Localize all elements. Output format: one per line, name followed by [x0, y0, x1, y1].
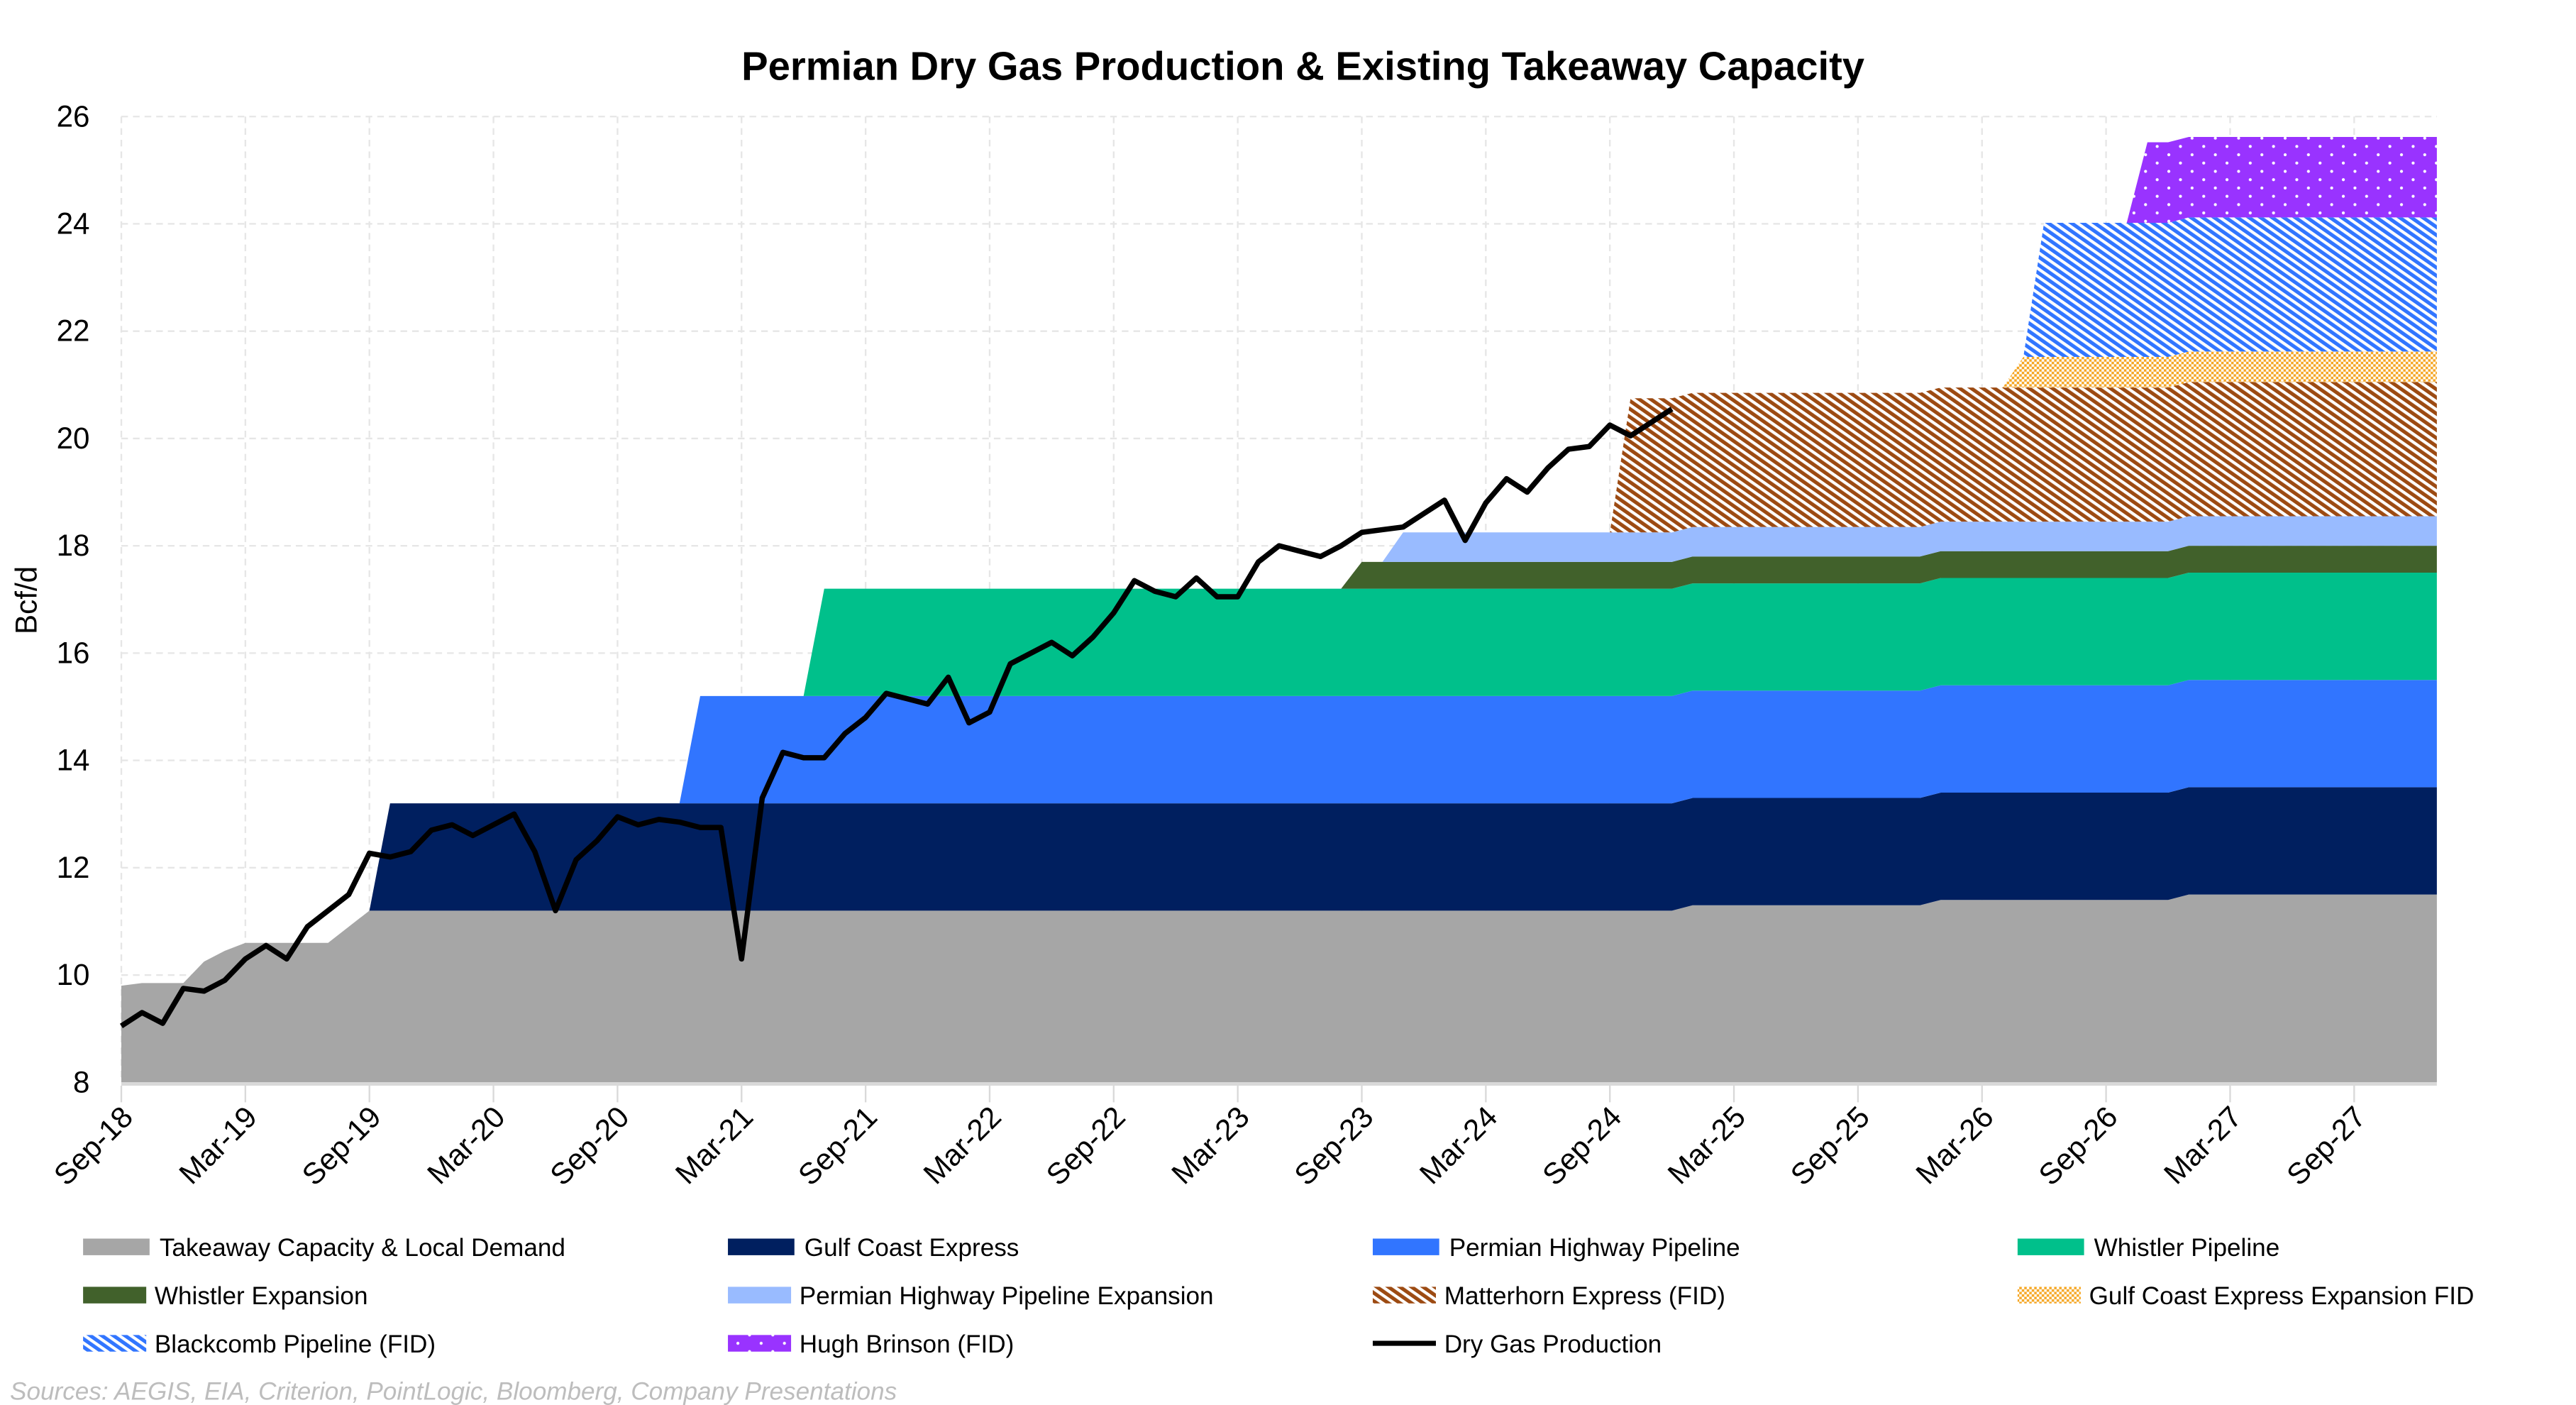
legend-item-gulf-coast-express-expansion-fid: Gulf Coast Express Expansion FID: [2017, 1282, 2475, 1310]
legend-swatch: [2017, 1286, 2081, 1304]
area-gulf-coast-express: [369, 787, 2437, 911]
legend-item-hugh-brinson-fid: Hugh Brinson (FID): [728, 1330, 1014, 1358]
area-hugh-brinson-fid: [2126, 136, 2437, 223]
legend-label: Takeaway Capacity & Local Demand: [160, 1234, 565, 1262]
x-tick-label: Mar-23: [1165, 1100, 1256, 1191]
legend-item-matterhorn-express-fid: Matterhorn Express (FID): [1372, 1282, 1725, 1310]
legend-label: Matterhorn Express (FID): [1444, 1282, 1725, 1310]
legend-item-whistler-expansion: Whistler Expansion: [83, 1282, 368, 1310]
x-tick-label: Sep-23: [1288, 1100, 1379, 1191]
legend-item-permian-highway-pipeline-expansion: Permian Highway Pipeline Expansion: [728, 1282, 1214, 1310]
x-tick-label: Sep-22: [1040, 1100, 1132, 1191]
x-tick-label: Mar-26: [1909, 1100, 2000, 1191]
source-note: Sources: AEGIS, EIA, Criterion, PointLog…: [10, 1378, 897, 1405]
legend-label: Dry Gas Production: [1444, 1330, 1662, 1358]
area-whistler-pipeline: [803, 572, 2437, 696]
y-tick-label: 8: [73, 1065, 89, 1098]
legend-swatch: [1372, 1238, 1439, 1255]
y-tick-label: 24: [57, 207, 90, 241]
x-tick-label: Sep-20: [543, 1100, 635, 1191]
legend-item-blackcomb-pipeline-fid: Blackcomb Pipeline (FID): [83, 1330, 436, 1358]
y-tick-label: 18: [57, 529, 90, 562]
legend-swatch: [83, 1286, 147, 1304]
legend-item-permian-highway-pipeline: Permian Highway Pipeline: [1372, 1234, 1740, 1262]
legend-label: Blackcomb Pipeline (FID): [155, 1330, 436, 1358]
legend-label: Permian Highway Pipeline Expansion: [800, 1282, 1214, 1310]
capacity-areas: [121, 136, 2437, 1083]
y-axis-label: Bcf/d: [10, 566, 43, 634]
legend-label: Gulf Coast Express: [805, 1234, 1019, 1262]
area-whistler-expansion: [1341, 546, 2437, 589]
area-permian-highway-pipeline-expansion: [1382, 516, 2437, 562]
area-gulf-coast-express-expansion-fid: [2002, 351, 2437, 388]
y-tick-label: 12: [57, 851, 90, 884]
y-tick-label: 22: [57, 314, 90, 348]
x-tick-label: Mar-22: [917, 1100, 1007, 1191]
chart-title: Permian Dry Gas Production & Existing Ta…: [741, 44, 1864, 89]
area-blackcomb-pipeline-fid: [2023, 217, 2437, 357]
legend-label: Gulf Coast Express Expansion FID: [2089, 1282, 2475, 1310]
legend-swatch: [728, 1238, 795, 1255]
legend-swatch: [728, 1335, 792, 1352]
x-tick-label: Mar-21: [669, 1100, 760, 1191]
legend-label: Whistler Expansion: [155, 1282, 368, 1310]
y-tick-label: 10: [57, 958, 90, 991]
y-tick-label: 14: [57, 744, 90, 777]
y-tick-label: 20: [57, 422, 90, 455]
legend: Takeaway Capacity & Local Demand Gulf Coa…: [83, 1234, 2474, 1358]
series-line-dry-gas-production: [119, 407, 1674, 1029]
legend-swatch: [83, 1238, 150, 1255]
y-tick-label: 26: [57, 99, 90, 133]
y-tick-label: 16: [57, 636, 90, 669]
x-tick-label: Mar-24: [1413, 1100, 1504, 1191]
x-tick-label: Mar-19: [172, 1100, 263, 1191]
x-tick-label: Sep-26: [2032, 1100, 2123, 1191]
legend-item-whistler-pipeline: Whistler Pipeline: [2017, 1234, 2280, 1262]
x-tick-label: Sep-18: [48, 1100, 139, 1191]
area-matterhorn-express-fid: [1610, 382, 2437, 533]
legend-label: Permian Highway Pipeline: [1449, 1234, 1740, 1262]
area-permian-highway-pipeline: [679, 680, 2437, 804]
x-tick-label: Sep-27: [2280, 1100, 2372, 1191]
x-tick-label: Sep-19: [295, 1100, 387, 1191]
legend-swatch: [728, 1286, 792, 1304]
production-line-group: [119, 407, 1674, 1029]
legend-swatch: [2017, 1238, 2084, 1255]
area-takeaway-capacity-local-demand: [121, 894, 2437, 1083]
legend-item-takeaway-capacity-local-demand: Takeaway Capacity & Local Demand: [83, 1234, 565, 1262]
legend-swatch: [1372, 1286, 1436, 1304]
legend-swatch: [83, 1335, 147, 1352]
x-tick-label: Sep-25: [1784, 1100, 1876, 1191]
legend-label: Hugh Brinson (FID): [800, 1330, 1015, 1358]
legend-item-gulf-coast-express: Gulf Coast Express: [728, 1234, 1019, 1262]
x-tick-label: Mar-27: [2157, 1100, 2248, 1191]
legend-item-dry-gas-production: Dry Gas Production: [1372, 1330, 1662, 1358]
x-tick-label: Sep-24: [1536, 1100, 1627, 1191]
legend-label: Whistler Pipeline: [2094, 1234, 2280, 1262]
x-tick-label: Mar-20: [421, 1100, 512, 1191]
x-tick-label: Mar-25: [1662, 1100, 1752, 1191]
x-tick-label: Sep-21: [792, 1100, 883, 1191]
